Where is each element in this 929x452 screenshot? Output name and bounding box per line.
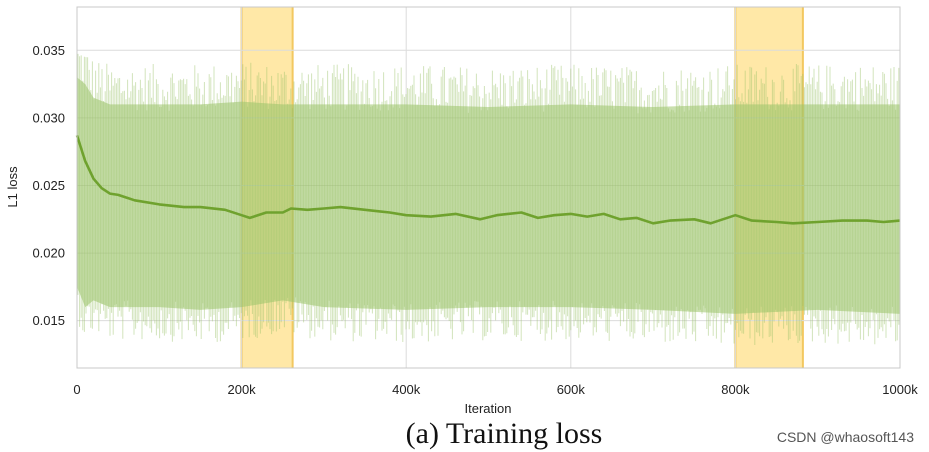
y-tick-label: 0.025 (32, 178, 65, 193)
series-lines (75, 135, 901, 225)
y-axis-label: L1 loss (5, 166, 20, 208)
x-tick-label: 800k (721, 382, 750, 397)
series-line-1 (75, 135, 901, 225)
y-axis-ticks: 0.015 0.020 0.025 0.030 0.035 (32, 43, 65, 328)
x-tick-label: 0 (73, 382, 80, 397)
watermark-text: CSDN @whaosoft143 (777, 429, 914, 445)
y-tick-label: 0.020 (32, 246, 65, 261)
raw-loss-band (77, 53, 900, 345)
plot-frame (76, 6, 901, 369)
x-tick-label: 400k (392, 382, 421, 397)
raw-loss-band-fill (77, 77, 900, 314)
x-tick-label: 600k (557, 382, 586, 397)
y-tick-label: 0.015 (32, 313, 65, 328)
y-tick-label: 0.035 (32, 43, 65, 58)
x-axis-label: Iteration (465, 401, 512, 416)
y-tick-label: 0.030 (32, 110, 65, 125)
figure-caption: (a) Training loss (406, 417, 603, 450)
x-tick-label: 200k (227, 382, 256, 397)
x-axis-ticks: 0 200k 400k 600k 800k 1000k (73, 382, 918, 397)
x-tick-label: 1000k (882, 382, 918, 397)
